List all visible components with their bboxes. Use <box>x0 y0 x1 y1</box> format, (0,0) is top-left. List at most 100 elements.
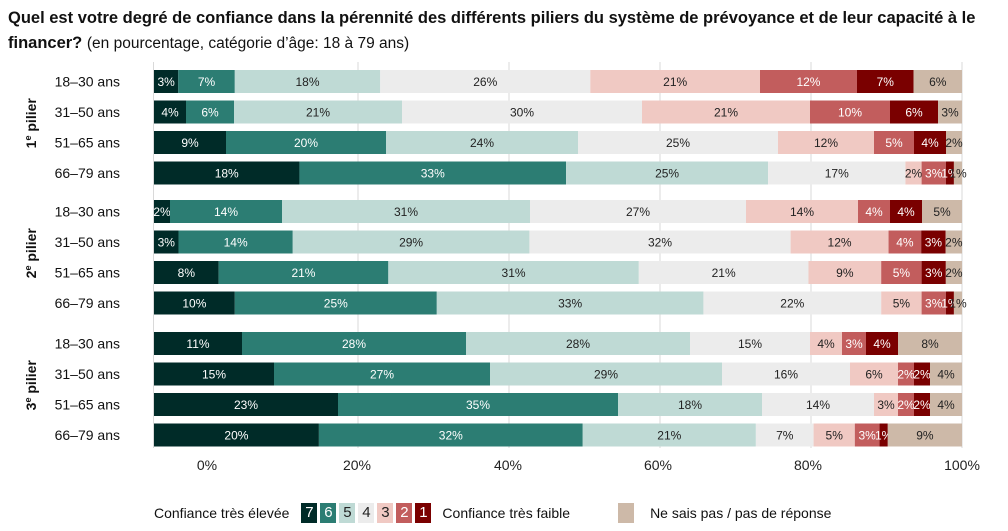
bar-data-label: 1% <box>949 297 967 311</box>
row-label: 51–65 ans <box>55 397 120 413</box>
row-label: 18–30 ans <box>55 74 120 90</box>
bar-data-label: 28% <box>342 337 366 351</box>
legend-swatch-7: 7 <box>301 503 318 523</box>
bar-data-label: 16% <box>774 368 798 382</box>
bar-segment <box>242 332 466 355</box>
bar-segment <box>953 291 962 315</box>
x-tick-label: 0% <box>197 457 217 473</box>
bar-data-label: 12% <box>796 75 820 89</box>
bar-data-label: 20% <box>294 136 318 150</box>
bar-data-label: 12% <box>828 236 852 250</box>
bar-data-label: 28% <box>566 337 590 351</box>
bar-data-label: 4% <box>873 337 891 351</box>
bar-segment <box>881 261 922 284</box>
bar-segment <box>879 423 888 447</box>
row-label: 51–65 ans <box>55 135 120 151</box>
bar-segment <box>898 393 914 416</box>
legend-dk-swatch <box>618 503 635 523</box>
bar-data-label: 29% <box>399 236 423 250</box>
bar-data-label: 3% <box>845 337 863 351</box>
bar-segment <box>154 261 219 284</box>
bar-segment <box>874 131 914 154</box>
bar-data-label: 8% <box>921 337 939 351</box>
bar-data-label: 3% <box>925 167 943 181</box>
bar-data-label: 3% <box>925 236 943 250</box>
bar-segment <box>490 362 722 386</box>
bar-data-label: 6% <box>929 75 947 89</box>
bar-data-label: 21% <box>714 106 738 120</box>
bar-segment <box>703 291 882 315</box>
bar-segment <box>154 131 226 154</box>
bar-segment <box>746 200 858 223</box>
bar-data-label: 14% <box>214 205 238 219</box>
bar-data-label: 7% <box>198 75 216 89</box>
row-label: 18–30 ans <box>55 336 120 352</box>
bar-data-label: 5% <box>893 266 911 280</box>
bar-segment <box>154 70 179 93</box>
bar-data-label: 7% <box>776 429 794 443</box>
bar-segment <box>582 423 756 447</box>
bar-data-label: 33% <box>558 297 582 311</box>
title-subtitle: (en pourcentage, catégorie d’âge: 18 à 7… <box>86 35 410 52</box>
bar-segment <box>808 261 882 284</box>
bar-data-label: 3% <box>859 429 877 443</box>
bar-segment <box>946 131 962 154</box>
bar-segment <box>154 291 235 315</box>
bar-data-label: 14% <box>790 205 814 219</box>
bar-segment <box>318 423 583 447</box>
bar-data-label: 3% <box>157 75 175 89</box>
title-main: Quel est votre degré de confiance dans l… <box>8 9 976 52</box>
bar-segment <box>722 362 850 386</box>
bar-segment <box>154 393 338 416</box>
bar-data-label: 4% <box>937 398 955 412</box>
bar-segment <box>154 362 274 386</box>
bar-data-label: 2% <box>905 167 923 181</box>
bar-segment <box>530 200 746 223</box>
bar-data-label: 21% <box>663 75 687 89</box>
x-tick-label: 20% <box>343 457 371 473</box>
bar-segment <box>921 291 946 315</box>
group-label: 2e pilier <box>23 228 39 279</box>
legend-left-label: Confiance très élevée <box>154 505 290 521</box>
bar-data-label: 6% <box>865 368 883 382</box>
bar-data-label: 20% <box>224 429 248 443</box>
bar-segment <box>388 261 639 284</box>
bar-data-label: 33% <box>421 167 445 181</box>
legend-dk-label: Ne sais pas / pas de réponse <box>650 505 832 521</box>
bar-data-label: 12% <box>814 136 838 150</box>
bar-data-label: 6% <box>905 106 923 120</box>
bar-segment <box>866 332 898 355</box>
bar-data-label: 11% <box>186 337 209 351</box>
bar-segment <box>234 70 381 93</box>
bar-segment <box>618 393 762 416</box>
bar-data-label: 14% <box>224 236 248 250</box>
bar-data-label: 2% <box>913 398 931 412</box>
row-label: 66–79 ans <box>55 165 120 181</box>
bar-segment <box>154 100 186 124</box>
bar-segment <box>938 100 962 124</box>
bar-data-label: 15% <box>202 368 226 382</box>
bar-segment <box>858 200 890 223</box>
bar-segment <box>898 362 914 386</box>
bar-segment <box>914 362 930 386</box>
bar-segment <box>914 131 946 154</box>
bar-segment <box>898 332 962 355</box>
bar-segment <box>945 230 962 254</box>
bar-segment <box>922 200 962 223</box>
bar-segment <box>921 161 946 185</box>
bar-data-label: 32% <box>439 429 463 443</box>
bar-segment <box>226 131 386 154</box>
bar-data-label: 5% <box>933 205 951 219</box>
bar-segment <box>755 423 814 447</box>
bar-data-label: 14% <box>806 398 830 412</box>
bar-data-label: 23% <box>234 398 258 412</box>
legend-right-label: Confiance très faible <box>442 505 571 521</box>
bar-data-label: 2% <box>913 368 931 382</box>
bar-data-label: 25% <box>666 136 690 150</box>
bar-data-label: 3% <box>941 106 959 120</box>
row-label: 18–30 ans <box>55 204 120 220</box>
bar-data-label: 3% <box>158 236 176 250</box>
bar-segment <box>930 393 962 416</box>
bar-segment <box>578 131 778 154</box>
bar-data-label: 4% <box>865 205 883 219</box>
